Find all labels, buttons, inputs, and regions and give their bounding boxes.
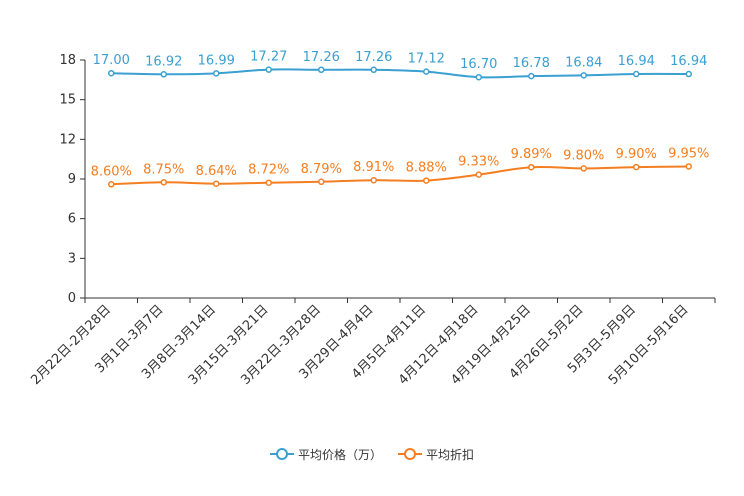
data-point [475,73,482,81]
series-line [111,68,689,79]
data-point [685,70,692,78]
data-label: 17.00 [93,53,130,68]
data-label: 8.88% [406,161,447,176]
data-label: 9.33% [458,155,499,170]
y-tick-label: 9 [68,172,76,187]
data-point [633,163,640,171]
data-label: 17.26 [355,50,392,65]
data-label: 9.89% [511,147,552,162]
data-point [108,69,115,77]
line-chart: 0 3 6 9 12 15 18 2月22日-2月28日3月1日-3月7日3月8日-3月14… [28,50,716,388]
data-label: 17.26 [303,50,340,65]
data-point [370,176,377,184]
data-point [318,178,325,186]
data-label: 16.84 [565,55,602,70]
data-point [265,179,272,186]
series-price: 17.00 16.92 16.99 17.27 17.26 17.26 17.12 16.70… [93,50,707,81]
data-label: 17.12 [408,52,445,67]
legend-label-discount: 平均折扣 [426,447,475,462]
y-tick-label: 0 [68,291,76,306]
y-tick-label: 15 [59,93,76,108]
data-point [528,72,535,80]
data-label: 16.92 [145,54,182,69]
data-point [265,66,272,73]
data-label: 8.75% [143,162,184,177]
y-axis: 0 3 6 9 12 15 18 [59,53,86,306]
series-layer: 17.00 16.92 16.99 17.27 17.26 17.26 17.12 16.70… [91,50,709,188]
data-point [528,163,535,171]
data-point [160,71,167,78]
legend-item-price[interactable]: 平均价格（万） [269,446,382,463]
data-label: 16.94 [670,54,707,69]
data-point [685,163,692,170]
data-point [475,171,482,178]
legend: 平均价格（万） 平均折扣 [0,444,744,464]
y-tick-label: 12 [59,132,76,147]
data-label: 8.60% [91,164,132,179]
data-point [633,70,640,78]
data-point [370,66,377,74]
data-label: 9.80% [563,148,604,163]
y-tick-label: 6 [68,212,76,227]
data-label: 8.72% [248,163,289,178]
data-label: 16.78 [513,56,550,71]
y-tick-label: 18 [59,53,76,68]
data-point [423,68,430,75]
series-line [111,165,689,186]
legend-line-marker-icon [269,448,294,460]
data-point [108,181,115,188]
data-point [318,66,325,74]
data-label: 16.99 [198,53,235,68]
data-point [580,72,587,79]
data-label: 8.91% [353,160,394,175]
data-label: 9.95% [668,146,709,161]
data-point [213,70,220,77]
data-label: 8.64% [196,164,237,179]
legend-line-marker-icon [398,448,422,460]
data-point [423,177,430,184]
series-discount: 8.60% 8.75% 8.64% 8.72% 8.79% 8.91% 8.88% 9.33%… [91,146,709,188]
x-axis: 2月22日-2月28日3月1日-3月7日3月8日-3月14日3月15日-3月21… [28,297,716,388]
data-point [580,165,587,172]
data-point [213,180,220,188]
data-label: 16.70 [460,57,497,72]
data-point [160,179,167,186]
data-label: 16.94 [618,54,655,69]
y-tick-label: 3 [68,251,76,266]
legend-label-price: 平均价格（万） [297,447,382,462]
data-label: 17.27 [250,50,287,65]
legend-item-discount[interactable]: 平均折扣 [398,446,474,463]
data-label: 9.90% [616,147,657,162]
data-label: 8.79% [301,162,342,177]
